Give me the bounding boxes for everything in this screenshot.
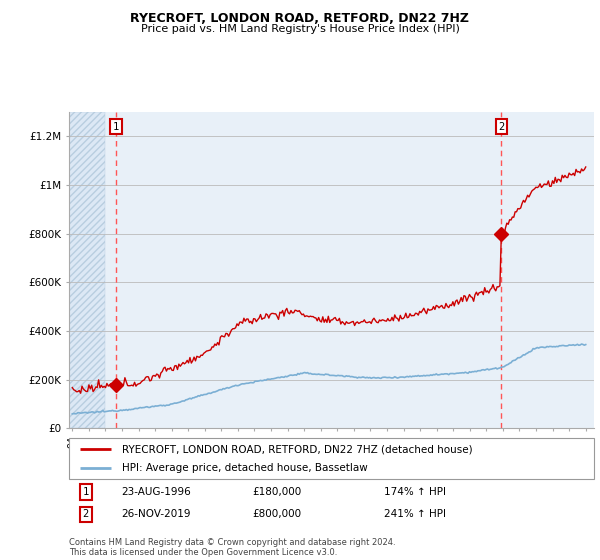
Text: 2: 2 xyxy=(498,122,505,132)
Text: £800,000: £800,000 xyxy=(253,510,302,519)
Text: 26-NOV-2019: 26-NOV-2019 xyxy=(121,510,191,519)
Bar xyxy=(69,112,106,428)
Text: 174% ↑ HPI: 174% ↑ HPI xyxy=(384,487,446,497)
Text: 241% ↑ HPI: 241% ↑ HPI xyxy=(384,510,446,519)
Text: £180,000: £180,000 xyxy=(253,487,302,497)
Text: RYECROFT, LONDON ROAD, RETFORD, DN22 7HZ: RYECROFT, LONDON ROAD, RETFORD, DN22 7HZ xyxy=(131,12,470,25)
Text: Price paid vs. HM Land Registry's House Price Index (HPI): Price paid vs. HM Land Registry's House … xyxy=(140,24,460,34)
Text: 23-AUG-1996: 23-AUG-1996 xyxy=(121,487,191,497)
Text: 1: 1 xyxy=(83,487,89,497)
Text: RYECROFT, LONDON ROAD, RETFORD, DN22 7HZ (detached house): RYECROFT, LONDON ROAD, RETFORD, DN22 7HZ… xyxy=(121,445,472,454)
Text: 1: 1 xyxy=(113,122,119,132)
Text: 2: 2 xyxy=(83,510,89,519)
Text: HPI: Average price, detached house, Bassetlaw: HPI: Average price, detached house, Bass… xyxy=(121,463,367,473)
Text: Contains HM Land Registry data © Crown copyright and database right 2024.
This d: Contains HM Land Registry data © Crown c… xyxy=(69,538,395,557)
